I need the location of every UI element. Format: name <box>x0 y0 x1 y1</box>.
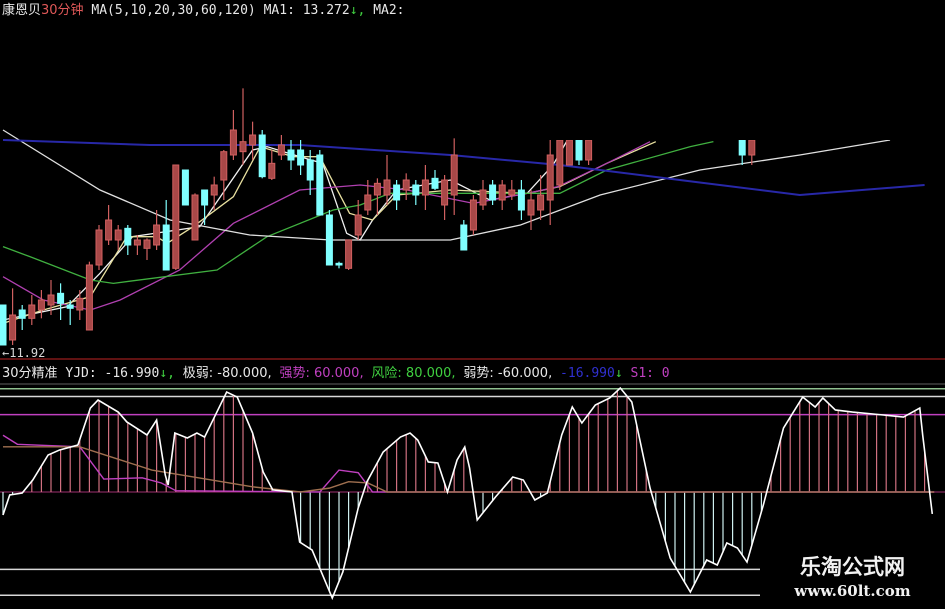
candle-down <box>431 177 439 189</box>
candle-up <box>421 179 429 196</box>
candle-down <box>66 304 74 309</box>
watermark-url: www.60lt.com <box>794 582 911 600</box>
price-low-label: ←11.92 <box>2 346 46 360</box>
price-panel-mask <box>540 0 945 140</box>
candle-up <box>239 141 247 153</box>
candle-up <box>76 297 84 311</box>
candle-up <box>565 139 573 166</box>
candle-up <box>498 184 506 201</box>
candle-up <box>479 189 487 206</box>
candle-up <box>268 162 276 179</box>
yjd-value: -16.990 <box>104 366 160 381</box>
ma1-value: 13.272 <box>302 3 350 18</box>
candle-up <box>85 264 93 331</box>
candle-up <box>345 239 353 269</box>
extra-value: -16.990 <box>560 366 615 381</box>
candle-down <box>412 184 420 196</box>
candle-up <box>402 179 410 191</box>
candle-up <box>229 129 237 156</box>
candle-down <box>738 139 746 156</box>
candle-up <box>546 154 554 201</box>
candle-up <box>37 299 45 311</box>
candle-up <box>383 179 391 196</box>
signal-line-2 <box>3 446 935 493</box>
ma-line-ma120 <box>2 139 925 197</box>
candle-down <box>258 134 266 178</box>
candle-down <box>201 189 209 206</box>
candle-down <box>162 224 170 271</box>
candle-down <box>489 184 497 201</box>
candle-up <box>469 199 477 231</box>
candle-down <box>575 139 583 161</box>
candle-down <box>316 154 324 216</box>
very-weak-value: 极弱: -80.000, <box>182 366 272 381</box>
watermark-title: 乐淘公式网 <box>800 555 905 579</box>
strong-value: 强势: 60.000, <box>279 366 364 381</box>
candle-up <box>191 194 199 241</box>
candle-down <box>18 309 26 319</box>
s1-value: S1: 0 <box>630 366 670 381</box>
candle-up <box>95 229 103 266</box>
candle-up <box>153 224 161 246</box>
candle-down <box>335 262 343 266</box>
candle-up <box>105 219 113 241</box>
candle-up <box>277 144 285 156</box>
candle-up <box>441 179 449 206</box>
header-mask <box>0 0 540 24</box>
ma1-label: MA1: <box>263 3 295 18</box>
candle-down <box>287 149 295 161</box>
ma-line-ma30 <box>2 141 714 284</box>
candle-up <box>47 294 55 306</box>
candle-up <box>364 194 372 211</box>
ma-line-ma60 <box>2 129 891 241</box>
candle-up <box>172 164 180 269</box>
yjd-line <box>2 386 934 601</box>
indicator-header: 30分精准 YJD: -16.990↓, 极弱: -80.000, 强势: 60… <box>2 366 670 382</box>
candle-up <box>373 182 381 196</box>
candle-up <box>450 154 458 196</box>
price-header: 康恩贝30分钟 MA(5,10,20,30,60,120) MA1: 13.27… <box>2 3 405 19</box>
down-arrow-icon: ↓ <box>614 366 623 381</box>
candle-down <box>57 292 65 304</box>
candle-down <box>124 227 132 246</box>
candle-down <box>0 304 7 346</box>
candle-down <box>460 224 468 251</box>
candle-up <box>585 139 593 161</box>
candle-up <box>143 239 151 249</box>
period-label[interactable]: 30分钟 <box>41 3 84 18</box>
candle-up <box>9 314 17 341</box>
watermark: 乐淘公式网 www.60lt.com <box>760 553 945 609</box>
down-arrow-icon: ↓, <box>349 3 366 18</box>
candle-up <box>748 139 756 156</box>
candle-up <box>354 214 362 236</box>
ma2-label: MA2: <box>373 3 405 18</box>
candle-up <box>28 304 36 319</box>
candle-down <box>517 189 525 211</box>
indicator-panel[interactable] <box>0 386 945 601</box>
candle-down <box>393 184 401 201</box>
yjd-label: YJD: <box>65 366 97 381</box>
candle-down <box>297 149 305 166</box>
candle-up <box>508 189 516 196</box>
down-arrow-icon: ↓, <box>159 366 175 381</box>
candle-up <box>537 194 545 211</box>
risk-value: 风险: 80.000, <box>371 366 456 381</box>
candle-up <box>133 239 141 246</box>
candle-up <box>114 229 122 241</box>
indicator-name[interactable]: 30分精准 <box>2 366 58 381</box>
candle-down <box>181 169 189 206</box>
candle-down <box>306 159 314 181</box>
candle-up <box>220 151 228 181</box>
stock-name: 康恩贝 <box>2 3 42 18</box>
ma-params: MA(5,10,20,30,60,120) <box>91 3 256 18</box>
weak-value: 弱势: -60.000, <box>463 366 553 381</box>
candle-up <box>527 199 535 216</box>
candle-up <box>556 139 564 186</box>
candle-down <box>325 214 333 266</box>
candle-up <box>249 134 257 146</box>
price-panel[interactable] <box>0 88 925 346</box>
candle-up <box>210 184 218 196</box>
